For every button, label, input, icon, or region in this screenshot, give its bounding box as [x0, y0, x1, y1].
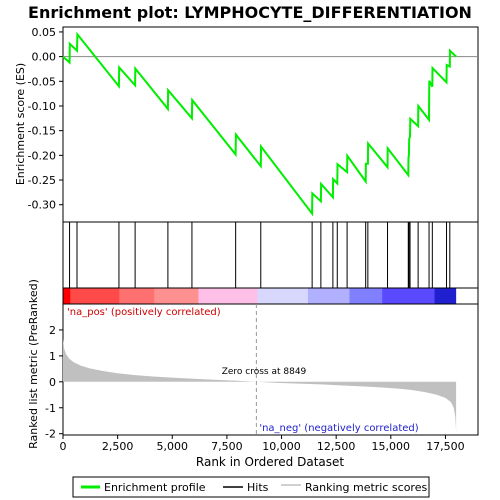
color-band-segment: [63, 288, 71, 304]
metric-y-tick-label: -2: [45, 428, 56, 441]
es-y-tick-label: 0.05: [32, 26, 57, 39]
color-band-segment: [198, 288, 258, 304]
legend-enrichment-label: Enrichment profile: [104, 481, 206, 494]
hits-panel: [62, 221, 479, 289]
legend-metric-label: Ranking metric scores: [305, 481, 427, 494]
metric-y-tick-label: -1: [45, 402, 56, 415]
x-axis-label: Rank in Ordered Dataset: [196, 455, 344, 469]
neg-correlated-label: 'na_neg' (negatively correlated): [259, 423, 418, 434]
es-y-label: Enrichment score (ES): [14, 63, 27, 185]
chart-title: Enrichment plot: LYMPHOCYTE_DIFFERENTIAT…: [28, 3, 472, 22]
rank-color-band: [63, 288, 457, 304]
hits-markers: [69, 222, 451, 288]
legend: Enrichment profile Hits Ranking metric s…: [72, 476, 430, 498]
metric-y-tick-label: 0: [49, 376, 56, 389]
x-tick-label: 15,000: [372, 440, 411, 453]
es-y-axis: 0.05 0.00 -0.05 -0.10 -0.15 -0.20 -0.25 -0.30: [28, 26, 63, 212]
metric-y-tick-label: 2: [49, 324, 56, 337]
zero-cross-label: Zero cross at 8849: [222, 367, 307, 377]
es-panel: [62, 26, 479, 223]
es-y-tick-label: -0.30: [28, 199, 56, 212]
x-tick-label: 12,500: [317, 440, 356, 453]
x-axis: 0 2,500 5,000 7,500 10,000 12,500 15,000 17,500: [60, 435, 465, 453]
x-tick-label: 7,500: [211, 440, 243, 453]
metric-y-label: Ranked list metric (PreRanked): [27, 279, 40, 449]
legend-hits-label: Hits: [247, 481, 269, 494]
legend-box: [72, 476, 430, 498]
metric-panel: [62, 303, 479, 436]
es-y-tick-label: -0.20: [28, 149, 56, 162]
metric-y-axis: 2 1 0 -1 -2: [45, 324, 63, 441]
x-tick-label: 5,000: [157, 440, 189, 453]
color-band-segment: [119, 288, 155, 304]
metric-y-tick-label: 1: [49, 350, 56, 363]
es-y-tick-label: 0.00: [32, 51, 57, 64]
color-band-segment: [349, 288, 383, 304]
color-band-segment: [382, 288, 435, 304]
pos-correlated-label: 'na_pos' (positively correlated): [67, 307, 221, 318]
x-tick-label: 0: [60, 440, 67, 453]
x-tick-label: 10,000: [262, 440, 301, 453]
color-band-segment: [70, 288, 120, 304]
es-y-tick-label: -0.25: [28, 174, 56, 187]
es-y-tick-label: -0.10: [28, 100, 56, 113]
color-band-segment: [307, 288, 350, 304]
enrichment-profile-line: [62, 31, 457, 217]
color-band-segment: [434, 288, 457, 304]
x-tick-label: 2,500: [102, 440, 134, 453]
color-band-segment: [257, 288, 308, 304]
ranking-metric-area: [63, 339, 457, 432]
es-y-tick-label: -0.15: [28, 125, 56, 138]
color-band-segment: [154, 288, 199, 304]
x-tick-label: 17,500: [426, 440, 465, 453]
es-y-tick-label: -0.05: [28, 75, 56, 88]
